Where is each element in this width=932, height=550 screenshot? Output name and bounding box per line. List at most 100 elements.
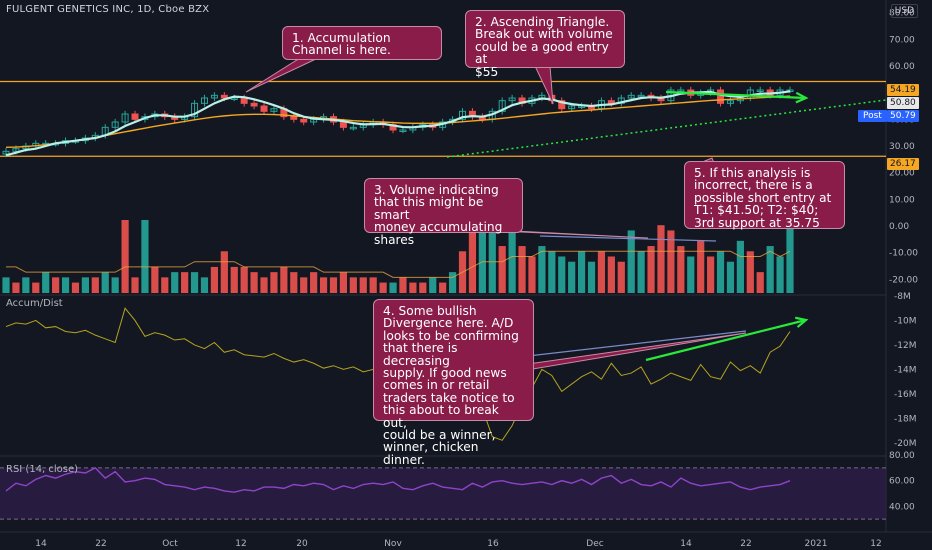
volume-bar — [687, 256, 695, 293]
volume-bar — [91, 277, 99, 293]
volume-bar — [369, 277, 377, 293]
ascending-trendline — [446, 99, 887, 158]
volume-bar — [488, 225, 496, 293]
volume-ma-line — [6, 250, 791, 278]
volume-bar — [81, 277, 89, 293]
ad-tick-label: -8M — [894, 292, 911, 302]
annotation-short-entry[interactable]: 5. If this analysis is incorrect, there … — [684, 161, 845, 229]
volume-bar — [379, 282, 387, 293]
volume-bar — [667, 230, 675, 293]
volume-bar — [181, 272, 189, 293]
currency-label[interactable]: USD — [890, 4, 918, 18]
price-tick-label: 30.00 — [889, 142, 915, 152]
volume-bar — [697, 240, 705, 293]
volume-bar — [349, 277, 357, 293]
candle-body — [300, 118, 308, 123]
volume-bar — [329, 277, 338, 293]
ad-comparison-line — [527, 330, 747, 357]
volume-bar — [121, 220, 129, 293]
volume-bar — [61, 277, 70, 293]
candle-body — [240, 97, 248, 104]
candle-body — [191, 102, 199, 118]
rsi-label: RSI (14, close) — [6, 464, 79, 475]
candle-body — [111, 121, 119, 128]
volume-bar — [220, 251, 228, 293]
volume-bar — [210, 266, 219, 293]
candle-body — [210, 94, 218, 99]
annotation-accumulation[interactable]: 1. Accumulation Channel is here. — [282, 26, 442, 60]
price-tick-label: 10.00 — [889, 195, 915, 205]
candle-body — [250, 102, 258, 107]
fast-ma-line — [5, 90, 791, 157]
volume-bar — [468, 225, 477, 293]
volume-bar — [200, 277, 209, 293]
x-tick-label: 12 — [870, 539, 881, 549]
volume-bar — [190, 272, 199, 293]
candle-body — [459, 110, 467, 120]
post-value: 50.79 — [887, 110, 919, 122]
volume-bar — [677, 246, 685, 293]
volume-bar — [300, 277, 308, 293]
volume-bar — [280, 266, 288, 293]
candle-body — [270, 108, 278, 112]
last-price-tag: 50.80 — [887, 97, 919, 109]
candle-body — [717, 89, 725, 104]
volume-bar — [131, 277, 139, 293]
volume-bar — [161, 277, 169, 293]
candle-body — [290, 116, 298, 120]
volume-bar — [716, 251, 725, 293]
candle-body — [260, 105, 268, 112]
volume-bar — [568, 261, 576, 293]
volume-bar — [647, 246, 655, 293]
volume-bar — [448, 272, 457, 293]
volume-bar — [726, 261, 735, 293]
ad-divergence-arrow — [645, 318, 807, 362]
volume-bar — [548, 251, 556, 293]
ad-tick-label: -20M — [894, 439, 916, 449]
x-tick-label: Nov — [384, 539, 402, 549]
volume-bar — [587, 261, 596, 293]
candle-body — [200, 97, 208, 104]
volume-bar — [151, 266, 159, 293]
annotation-ascending-triangle[interactable]: 2. Ascending Triangle. Break out with vo… — [465, 10, 625, 78]
candle-body — [2, 150, 10, 155]
volume-comparison-line — [539, 235, 717, 242]
annotation-volume[interactable]: 3. Volume indicating that this might be … — [364, 178, 523, 246]
candle-body — [568, 105, 576, 110]
volume-bar — [498, 246, 506, 293]
x-tick-label: 14 — [680, 539, 692, 549]
price-tick-label: 0.00 — [889, 222, 909, 232]
volume-bar — [240, 266, 248, 293]
price-tick-label: 20.00 — [889, 169, 915, 179]
candle-body — [131, 113, 139, 120]
price-tick-label: -20.00 — [889, 275, 918, 285]
volume-bar — [111, 277, 119, 293]
volume-bar — [399, 277, 407, 293]
candle-body — [756, 89, 764, 92]
accum-dist-label: Accum/Dist — [6, 298, 63, 309]
candle-body — [230, 97, 238, 100]
volume-bar — [409, 282, 417, 293]
volume-bar — [707, 256, 715, 293]
candle-body — [558, 100, 566, 110]
volume-bar — [260, 277, 268, 293]
x-tick-label: 20 — [296, 539, 308, 549]
price-tick-label: 70.00 — [889, 35, 915, 45]
upper-level-tag: 54.19 — [887, 84, 919, 96]
volume-bar — [508, 230, 516, 293]
callout-pointer-1 — [245, 57, 319, 93]
post-label: Post — [858, 110, 887, 122]
rsi-band — [0, 467, 886, 520]
volume-bar — [657, 225, 665, 293]
volume-bar — [339, 272, 348, 293]
volume-bar — [429, 277, 437, 293]
candle-body — [399, 129, 407, 132]
ad-tick-label: -12M — [894, 341, 916, 351]
x-tick-label: 2021 — [805, 539, 828, 549]
x-tick-label: 22 — [740, 539, 751, 549]
volume-bar — [2, 277, 10, 293]
annotation-divergence[interactable]: 4. Some bullish Divergence here. A/D loo… — [373, 299, 534, 466]
candle-body — [637, 94, 645, 98]
